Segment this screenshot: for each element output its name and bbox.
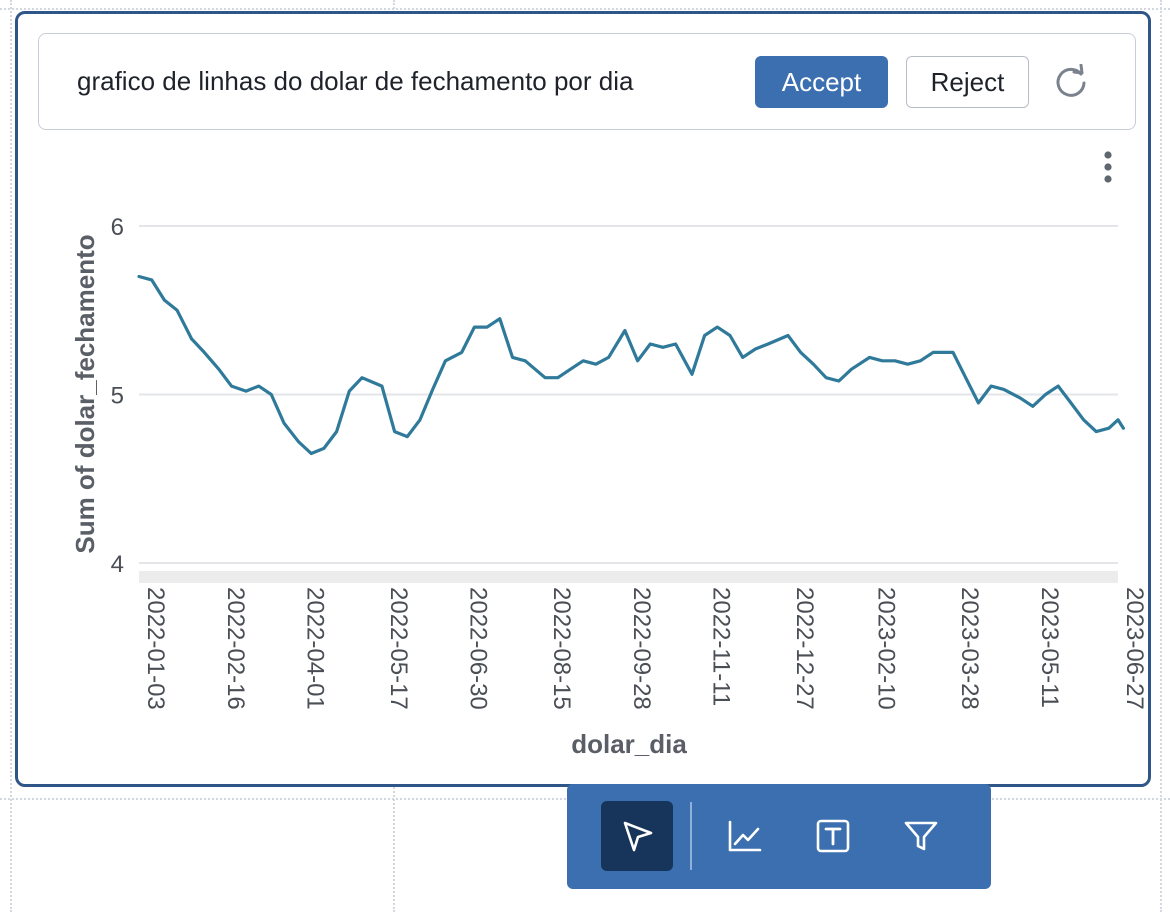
pointer-icon [623, 821, 653, 852]
line-chart-tool-button[interactable] [709, 801, 781, 871]
ai-prompt-bar: grafico de linhas do dolar de fechamento… [38, 33, 1136, 130]
text-box-icon [816, 819, 850, 853]
filter-icon [904, 821, 938, 851]
series-line [137, 274, 1125, 456]
x-tick-label: 2022-06-30 [465, 587, 492, 710]
x-tick-label: 2022-12-27 [791, 587, 818, 710]
x-tick-label: 2022-05-17 [385, 587, 412, 710]
y-tick-label: 6 [111, 214, 124, 241]
text-tool-button[interactable] [797, 801, 869, 871]
chart-card[interactable]: grafico de linhas do dolar de fechamento… [15, 11, 1151, 787]
line-chart-icon [728, 820, 762, 852]
x-tick-label: 2023-03-28 [956, 587, 983, 710]
x-axis-band [139, 571, 1118, 583]
reject-button[interactable]: Reject [906, 56, 1029, 108]
filter-tool-button[interactable] [885, 801, 957, 871]
x-tick-label: 2022-02-16 [222, 587, 249, 710]
x-tick-label: 2022-09-28 [628, 587, 655, 710]
x-axis-label: dolar_dia [571, 729, 687, 759]
x-tick-label: 2023-06-27 [1121, 587, 1148, 710]
refresh-icon[interactable] [1053, 64, 1089, 100]
prompt-text: grafico de linhas do dolar de fechamento… [77, 66, 634, 96]
x-tick-label: 2022-04-01 [302, 587, 329, 710]
x-tick-label: 2022-08-15 [548, 587, 575, 710]
y-tick-label: 4 [111, 551, 124, 578]
y-tick-label: 5 [111, 383, 124, 410]
pointer-tool-button[interactable] [601, 801, 673, 871]
chart-toolbar [567, 784, 991, 889]
x-tick-label: 2023-05-11 [1036, 587, 1063, 708]
x-tick-label: 2023-02-10 [873, 587, 900, 710]
accept-button[interactable]: Accept [755, 56, 888, 108]
kebab-menu-icon[interactable] [1100, 150, 1116, 186]
x-tick-label: 2022-11-11 [708, 587, 735, 706]
y-axis-label: Sum of dolar_fechamento [70, 234, 100, 553]
toolbar-divider [690, 802, 692, 870]
x-tick-label: 2022-01-03 [142, 587, 169, 710]
